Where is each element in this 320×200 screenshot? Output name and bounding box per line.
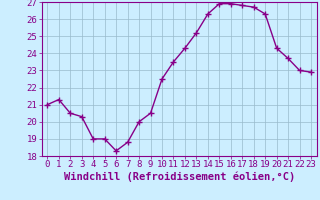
X-axis label: Windchill (Refroidissement éolien,°C): Windchill (Refroidissement éolien,°C)	[64, 172, 295, 182]
